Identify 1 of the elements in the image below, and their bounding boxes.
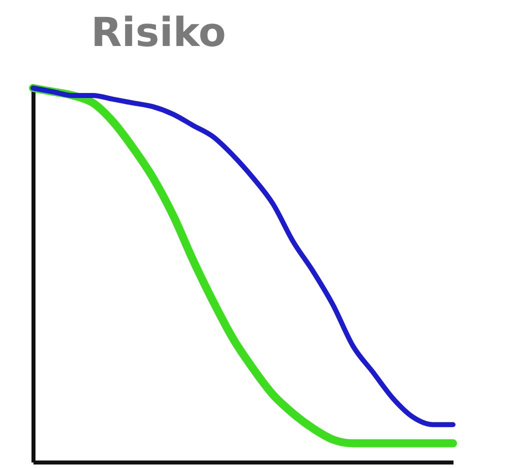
chart-title: Risiko	[91, 10, 226, 56]
